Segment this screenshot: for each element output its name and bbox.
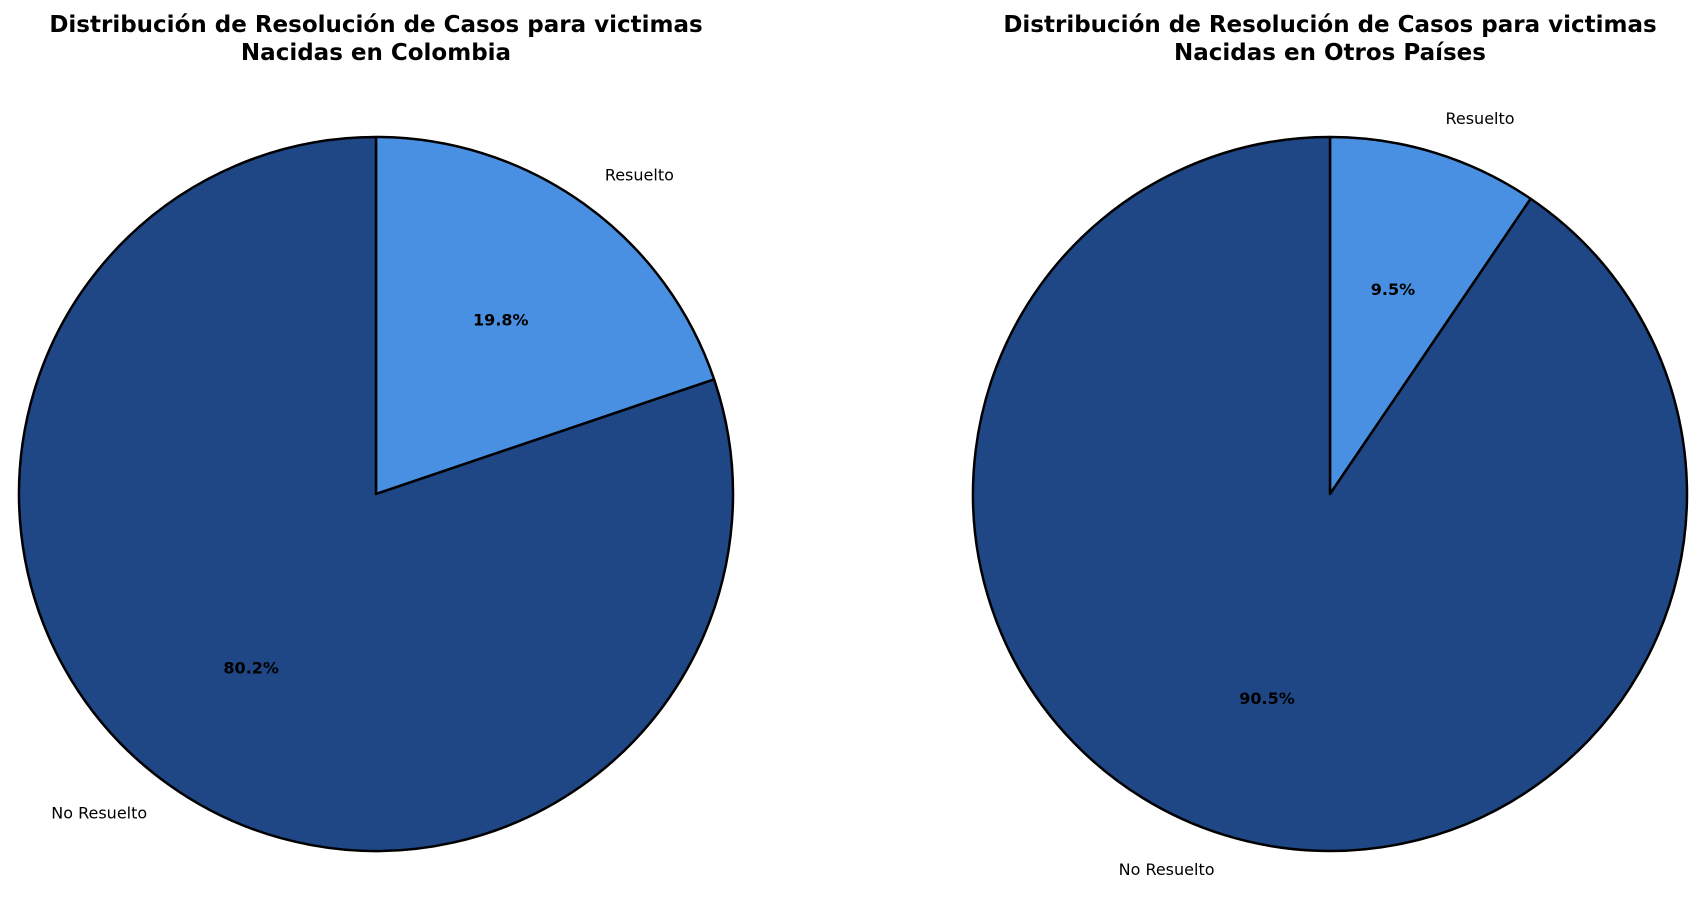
- pie-slices: 9.5% Resuelto 90.5% No Resuelto: [971, 109, 1689, 879]
- pie-slices: 19.8% Resuelto 80.2% No Resuelto: [17, 135, 735, 853]
- slice-label-no-resuelto: No Resuelto: [51, 804, 147, 823]
- pie-slice-resuelto: [374, 135, 716, 496]
- pie-chart-colombia: Distribución de Resolución de Casos para…: [17, 12, 735, 853]
- pie-slice-no-resuelto: [971, 135, 1689, 853]
- chart-title-line-2: Nacidas en Colombia: [241, 40, 511, 66]
- chart-title-line-1: Distribución de Resolución de Casos para…: [49, 12, 702, 38]
- slice-label-resuelto: Resuelto: [1445, 109, 1514, 128]
- slice-label-no-resuelto: No Resuelto: [1119, 860, 1215, 879]
- pie-slice-no-resuelto: [17, 135, 735, 853]
- chart-title-line-1: Distribución de Resolución de Casos para…: [1003, 12, 1656, 38]
- pct-label-resuelto: 9.5%: [1371, 280, 1415, 299]
- pct-label-no-resuelto: 90.5%: [1239, 689, 1295, 708]
- pie-chart-otros-paises: Distribución de Resolución de Casos para…: [971, 12, 1689, 879]
- pie-slice-resuelto: [1328, 135, 1532, 496]
- chart-title-line-2: Nacidas en Otros Países: [1174, 40, 1486, 66]
- pct-label-resuelto: 19.8%: [473, 310, 529, 329]
- slice-label-resuelto: Resuelto: [605, 165, 674, 184]
- pct-label-no-resuelto: 80.2%: [223, 659, 279, 678]
